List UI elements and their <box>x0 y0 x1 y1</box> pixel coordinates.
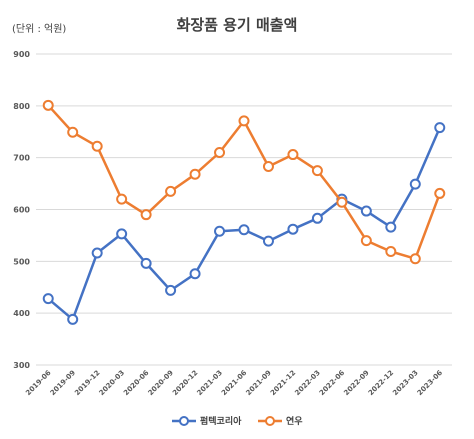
legend-item: 연우 <box>258 416 303 427</box>
y-tick-label: 400 <box>13 309 30 318</box>
x-tick-label: 2022-06 <box>318 369 346 397</box>
data-point <box>360 235 372 247</box>
x-tick-label: 2019-12 <box>73 369 101 397</box>
data-point <box>116 193 128 205</box>
data-point <box>262 235 274 247</box>
data-point <box>262 160 274 172</box>
y-tick-label: 700 <box>13 154 30 163</box>
data-point <box>214 146 226 158</box>
data-point <box>42 293 54 305</box>
data-point <box>311 165 323 177</box>
data-point <box>360 205 372 217</box>
unit-label: (단위 : 억원) <box>12 22 66 35</box>
data-point <box>91 140 103 152</box>
data-point <box>409 178 421 190</box>
data-point <box>42 99 54 111</box>
series-1 <box>42 122 446 325</box>
series-2 <box>42 99 446 265</box>
data-point <box>116 228 128 240</box>
data-point <box>91 247 103 259</box>
data-point <box>165 284 177 296</box>
x-tick-label: 2023-03 <box>391 369 419 397</box>
series-line <box>47 127 441 321</box>
legend-item: 펌텍코리아 <box>172 415 242 427</box>
x-tick-label: 2023-06 <box>416 369 444 397</box>
data-point <box>434 187 446 199</box>
legend-label: 펌텍코리아 <box>200 415 242 427</box>
y-tick-label: 900 <box>13 50 30 59</box>
chart-title: 화장품 용기 매출액 <box>177 16 298 34</box>
x-tick-label: 2020-06 <box>122 369 150 397</box>
data-point <box>385 221 397 233</box>
legend: 펌텍코리아 연우 <box>172 415 303 427</box>
data-point <box>67 126 79 138</box>
y-tick-label: 800 <box>13 102 30 111</box>
x-tick-label: 2020-03 <box>98 369 126 397</box>
data-point <box>238 115 250 127</box>
data-point <box>434 122 446 134</box>
x-tick-label: 2019-09 <box>49 369 77 397</box>
data-point <box>385 245 397 257</box>
y-tick-label: 600 <box>13 206 30 215</box>
data-point <box>287 223 299 235</box>
data-point <box>140 209 152 221</box>
y-tick-label: 500 <box>13 257 30 266</box>
x-tick-label: 2021-06 <box>220 369 248 397</box>
gridlines <box>36 53 452 366</box>
data-point <box>189 268 201 280</box>
x-tick-label: 2022-03 <box>293 369 321 397</box>
data-point <box>67 313 79 325</box>
legend-swatch-marker <box>265 416 275 426</box>
x-axis-ticks: 2019-062019-092019-122020-032020-062020-… <box>24 369 444 397</box>
data-point <box>165 185 177 197</box>
y-axis-ticks: 300 400 500 600 700 800 900 <box>13 50 30 370</box>
series-line <box>47 104 441 260</box>
y-tick-label: 300 <box>13 361 30 370</box>
data-point <box>140 257 152 269</box>
data-point <box>409 253 421 265</box>
x-tick-label: 2020-12 <box>171 369 199 397</box>
data-point <box>214 225 226 237</box>
x-tick-label: 2021-09 <box>245 369 273 397</box>
data-point <box>238 224 250 236</box>
x-tick-label: 2020-09 <box>147 369 175 397</box>
legend-label: 연우 <box>286 416 303 427</box>
data-point <box>336 196 348 208</box>
x-tick-label: 2021-03 <box>196 369 224 397</box>
x-tick-label: 2019-06 <box>24 369 52 397</box>
legend-swatch-marker <box>179 416 189 426</box>
x-tick-label: 2021-12 <box>269 369 297 397</box>
data-point <box>189 168 201 180</box>
x-tick-label: 2022-12 <box>367 369 395 397</box>
x-tick-label: 2022-09 <box>342 369 370 397</box>
data-point <box>287 149 299 161</box>
series-group <box>42 99 446 325</box>
data-point <box>311 212 323 224</box>
